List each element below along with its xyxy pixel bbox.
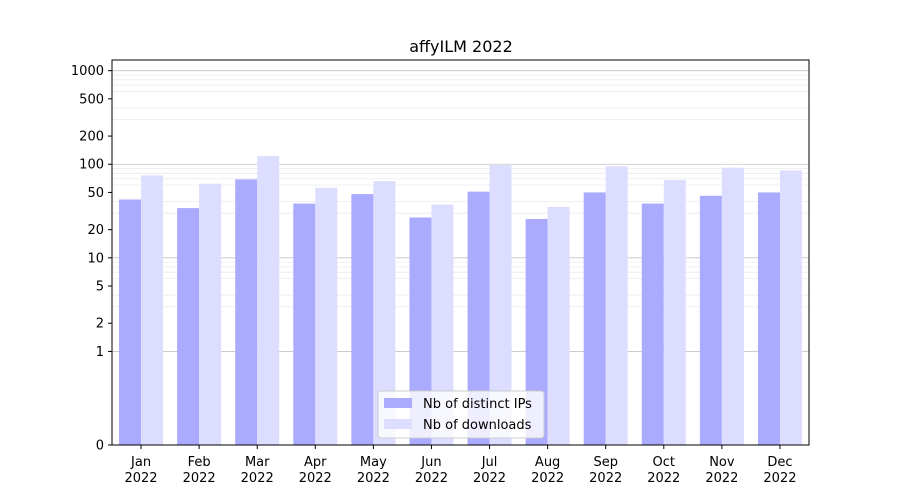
x-tick-label-month: Jul [481,455,498,470]
legend-label: Nb of downloads [423,418,532,433]
x-tick-label-month: May [360,455,387,470]
bar-distinct-ips [467,191,490,445]
y-tick-label: 1000 [71,64,104,79]
y-tick-label: 100 [79,158,104,173]
bar-downloads [315,187,338,445]
x-tick-label-month: Jun [420,455,441,470]
x-tick-label-year: 2022 [357,471,390,486]
x-tick-label-year: 2022 [531,471,564,486]
x-tick-label-year: 2022 [473,471,506,486]
x-tick-label-month: Feb [188,455,211,470]
bar-distinct-ips [641,203,664,445]
x-tick-label-year: 2022 [299,471,332,486]
x-tick-label-month: Sep [593,455,618,470]
bar-downloads [721,167,744,445]
y-tick-label: 1 [96,345,104,360]
x-tick-label-year: 2022 [415,471,448,486]
y-tick-label: 2 [96,317,104,332]
x-tick-label-year: 2022 [241,471,274,486]
bar-downloads [663,179,686,445]
bar-downloads [605,166,628,445]
bar-downloads [779,170,802,445]
bar-distinct-ips [583,192,606,445]
bar-distinct-ips [699,195,722,445]
bar-downloads [257,156,280,445]
x-tick-label-year: 2022 [763,471,796,486]
bar-downloads [547,206,570,445]
bar-distinct-ips [293,203,316,445]
x-tick-label-month: Dec [767,455,792,470]
bars [119,156,802,445]
x-tick-label-month: Mar [245,455,270,470]
bar-distinct-ips [409,217,432,445]
bar-downloads [199,183,222,445]
legend-label: Nb of distinct IPs [423,397,532,412]
y-tick-label: 50 [87,186,104,201]
bar-distinct-ips [177,208,200,445]
x-tick-label-year: 2022 [589,471,622,486]
legend-box [377,390,545,439]
x-axis: Jan2022Feb2022Mar2022Apr2022May2022Jun20… [124,445,797,486]
bar-distinct-ips [351,194,374,445]
bar-downloads [373,181,396,445]
y-tick-label: 20 [87,223,104,238]
plot-frame [111,59,810,446]
bar-distinct-ips [757,192,780,445]
bar-downloads [431,204,454,445]
x-tick-label-year: 2022 [647,471,680,486]
x-tick-label-month: Oct [653,455,675,470]
y-tick-label: 0 [96,439,104,454]
x-tick-label-month: Aug [535,455,560,470]
x-tick-label-month: Apr [304,455,327,470]
x-tick-label-year: 2022 [124,471,157,486]
y-tick-label: 10 [87,251,104,266]
x-tick-label-year: 2022 [183,471,216,486]
bar-distinct-ips [235,179,258,445]
y-tick-label: 500 [79,92,104,107]
x-tick-label-month: Nov [709,455,735,470]
bar-distinct-ips [119,199,142,445]
y-tick-label: 200 [79,130,104,145]
y-axis: 0 1 2 5 10 20 50 100 200 500 1000 [71,64,112,454]
legend-swatch [384,419,412,429]
x-tick-label-year: 2022 [705,471,738,486]
bar-distinct-ips [525,218,548,445]
bar-downloads [489,165,512,445]
grid-lines [112,70,809,352]
legend-swatch [384,398,412,408]
bar-downloads [141,175,164,445]
chart-title: affyILM 2022 [409,37,513,56]
x-tick-label-month: Jan [130,455,151,470]
legend: Nb of distinct IPs Nb of downloads [377,390,545,439]
y-tick-label: 5 [96,280,104,295]
